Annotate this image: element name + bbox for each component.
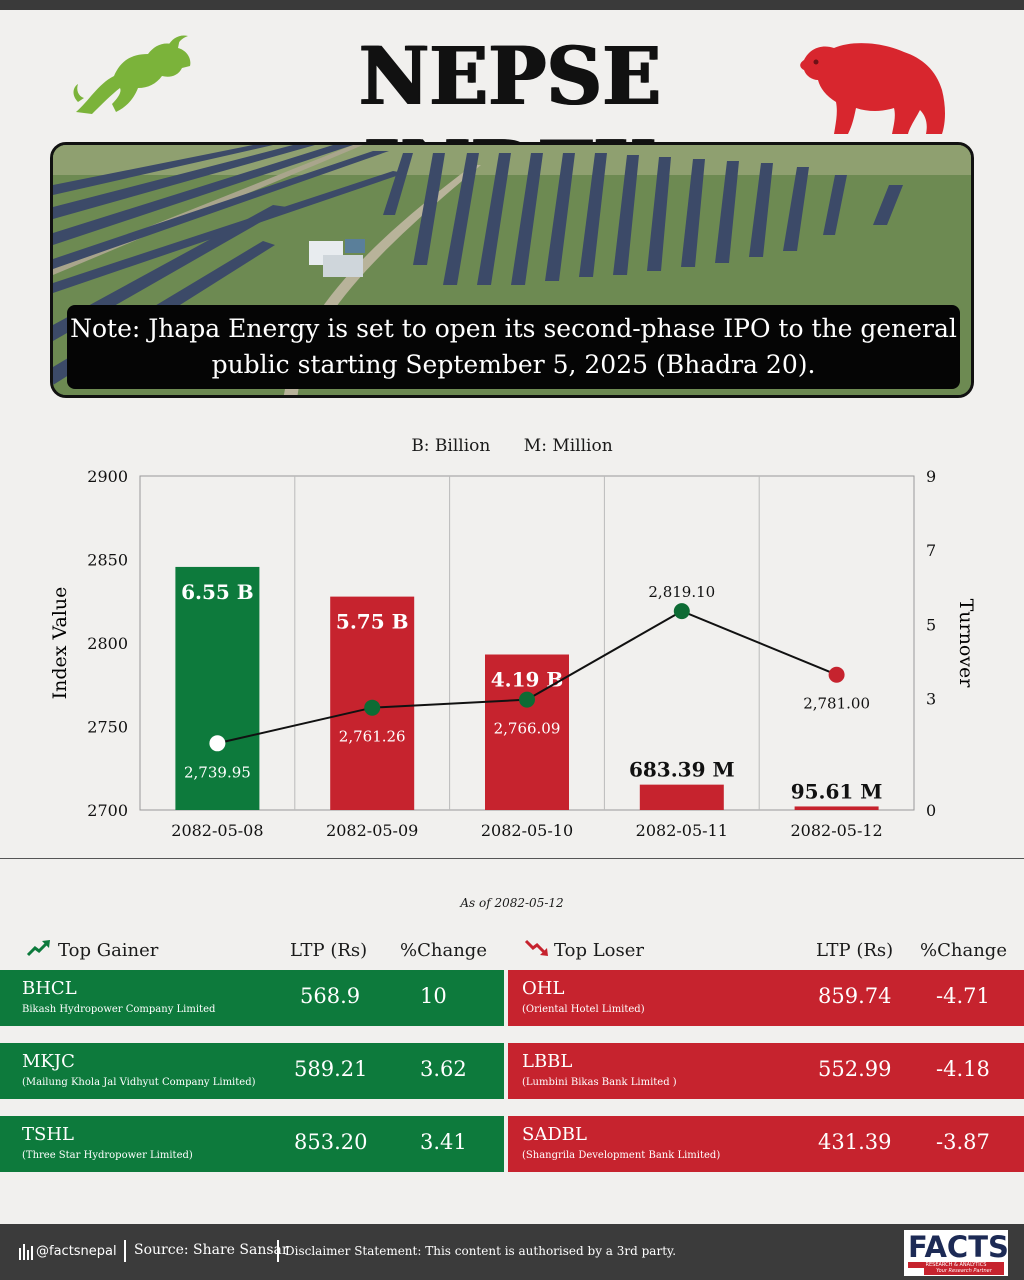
y2-tick-label: 5 [926,615,936,634]
y-tick-label: 2800 [87,634,128,653]
bar-chart-icon [19,1244,33,1260]
loser-pct: -3.87 [936,1130,990,1154]
loser-company: (Lumbini Bikas Bank Limited ) [522,1077,677,1088]
logo-text: FACTS [908,1230,1009,1264]
x-tick-label: 2082-05-08 [171,821,263,840]
bear-icon [800,43,945,134]
nepse-chart: 2700 2750 2800 2850 2900 0 3 5 7 9 Index Value Turn… [49,467,977,840]
source-text: Source: Share Sansar [134,1242,289,1258]
losers-pct-header: %Change [920,940,1007,961]
logo-subtitle: RESEARCH & ANALYTICS [908,1262,1004,1268]
gainers-ltp-header: LTP (Rs) [290,940,368,961]
turnover-bar [794,806,879,810]
loser-company: (Shangrila Development Bank Limited) [522,1150,721,1161]
index-point [519,691,535,708]
gainer-symbol: BHCL [22,978,77,999]
y-tick-label: 2700 [87,801,128,820]
gainer-company: (Three Star Hydropower Limited) [22,1150,193,1161]
gainer-ltp: 568.9 [300,984,361,1008]
gainer-pct: 3.62 [420,1057,467,1081]
loser-symbol: LBBL [522,1051,573,1072]
trend-down-icon [524,939,548,956]
loser-symbol: SADBL [522,1124,587,1145]
loser-ltp: 431.39 [818,1130,892,1154]
index-label: 2,766.09 [494,720,561,738]
solar-farm-image: Note: Jhapa Energy is set to open its se… [50,142,974,398]
gainer-symbol: TSHL [22,1124,74,1145]
loser-pct: -4.18 [936,1057,990,1081]
loser-pct: -4.71 [936,984,990,1008]
x-tick-label: 2082-05-09 [326,821,418,840]
gainers-title: Top Gainer [58,940,159,961]
loser-symbol: OHL [522,978,565,999]
turnover-label: 5.75 B [336,610,409,634]
x-tick-label: 2082-05-10 [481,821,573,840]
index-label: 2,781.00 [803,695,870,713]
losers-title: Top Loser [554,940,644,961]
trend-up-icon [26,940,50,957]
y-axis-label: Index Value [49,587,71,700]
gainer-pct: 10 [420,984,447,1008]
y-tick-label: 2750 [87,718,128,737]
index-label: 2,739.95 [184,763,251,781]
disclaimer-text: Disclaimer Statement: This content is au… [285,1244,677,1258]
turnover-bar [485,654,569,810]
gainer-row: TSHL (Three Star Hydropower Limited) 853… [0,1116,504,1172]
turnover-label: 6.55 B [181,580,254,604]
gainer-company: Bikash Hydropower Company Limited [22,1004,216,1015]
header: NEPSE INDEX [0,14,1024,216]
facts-logo: FACTS RESEARCH & ANALYTICS Your Research… [904,1230,1009,1276]
loser-row: LBBL (Lumbini Bikas Bank Limited ) 552.9… [508,1043,1024,1099]
y2-axis-label: Turnover [955,599,977,689]
index-label: 2,819.10 [648,583,715,601]
footer: @factsnepal Source: Share Sansar Disclai… [0,1224,1024,1280]
loser-company: (Oriental Hotel Limited) [522,1004,645,1015]
bull-icon [73,35,191,114]
gainer-ltp: 589.21 [294,1057,368,1081]
x-tick-label: 2082-05-12 [790,821,882,840]
loser-ltp: 859.74 [818,984,892,1008]
loser-row: OHL (Oriental Hotel Limited) 859.74 -4.7… [508,970,1024,1026]
index-label: 2,761.26 [339,728,406,746]
gainer-row: BHCL Bikash Hydropower Company Limited 5… [0,970,504,1026]
turnover-label: 95.61 M [791,779,883,803]
turnover-label: 683.39 M [629,758,735,782]
note-banner: Note: Jhapa Energy is set to open its se… [67,305,960,389]
gainer-company: (Mailung Khola Jal Vidhyut Company Limit… [22,1077,256,1088]
footer-separator [277,1240,279,1262]
y2-tick-label: 9 [926,467,936,486]
index-point [828,666,845,683]
gainer-symbol: MKJC [22,1051,75,1072]
solar-panels-illustration [53,145,971,395]
section-divider [0,858,1024,859]
index-point [209,735,226,752]
turnover-bar [175,566,260,810]
loser-ltp: 552.99 [818,1057,892,1081]
top-bar [0,0,1024,10]
billion-legend: B: Billion [411,436,491,456]
index-point [364,699,381,716]
gainers-pct-header: %Change [400,940,487,961]
million-legend: M: Million [523,436,613,456]
gainer-ltp: 853.20 [294,1130,368,1154]
y-tick-label: 2850 [87,551,128,570]
gainer-pct: 3.41 [420,1130,467,1154]
units-legend: B: Billion M: Million [0,436,1024,456]
turnover-label: 4.19 B [491,668,564,692]
losers-ltp-header: LTP (Rs) [816,940,894,961]
loser-row: SADBL (Shangrila Development Bank Limite… [508,1116,1024,1172]
as-of-date: As of 2082-05-12 [460,896,564,910]
turnover-bar [639,784,724,810]
social-handle[interactable]: @factsnepal [36,1244,117,1259]
x-tick-label: 2082-05-11 [636,821,728,840]
logo-tagline: Your Research Partner [924,1268,1004,1275]
y2-tick-label: 3 [926,690,936,709]
y-tick-label: 2900 [87,467,128,486]
index-point [673,603,690,620]
y2-tick-label: 7 [926,541,936,560]
gainer-row: MKJC (Mailung Khola Jal Vidhyut Company … [0,1043,504,1099]
footer-separator [124,1240,126,1262]
y2-tick-label: 0 [926,801,936,820]
